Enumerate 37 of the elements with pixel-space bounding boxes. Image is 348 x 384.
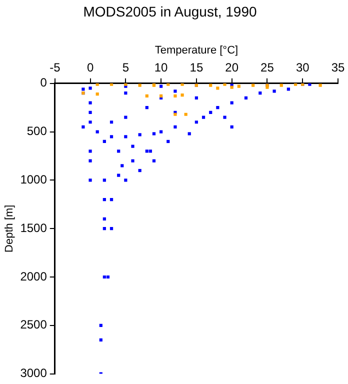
y-tick-label: 2500 [20, 318, 48, 332]
point [318, 84, 322, 87]
x-tick-label: 5 [122, 60, 130, 75]
point [184, 112, 188, 116]
point [180, 93, 184, 97]
point [96, 83, 99, 86]
y-tick-label: 1000 [20, 172, 48, 187]
point [294, 83, 298, 86]
y-tick-label: 3000 [20, 366, 48, 380]
point [252, 84, 255, 87]
x-tick-label: 35 [331, 60, 345, 75]
y-tick-label: 1500 [20, 220, 48, 235]
chart-title: MODS2005 in August, 1990 [83, 3, 257, 20]
point [174, 94, 177, 98]
y-tick-label: 500 [26, 124, 48, 138]
x-tick-label: 0 [86, 60, 94, 75]
point [138, 84, 142, 87]
x-tick-label: 10 [154, 60, 168, 75]
point [110, 83, 114, 86]
point [237, 84, 240, 88]
point [209, 84, 212, 87]
point [223, 83, 226, 86]
x-tick-label: 25 [260, 60, 274, 75]
x-tick-label: 20 [225, 60, 239, 75]
point [145, 94, 148, 98]
y-tick-label: 2000 [20, 269, 48, 284]
point [280, 84, 283, 87]
x-axis-title: Temperature [°C] [154, 44, 238, 56]
x-tick-label: 15 [190, 60, 204, 75]
y-axis-title: Depth [m] [4, 204, 16, 252]
point [216, 86, 220, 90]
point [96, 92, 99, 96]
x-tick-label: -5 [50, 60, 61, 75]
x-tick-label: 30 [296, 60, 310, 75]
point [180, 83, 184, 86]
point [166, 83, 170, 86]
y-tick-label: 0 [40, 76, 48, 90]
